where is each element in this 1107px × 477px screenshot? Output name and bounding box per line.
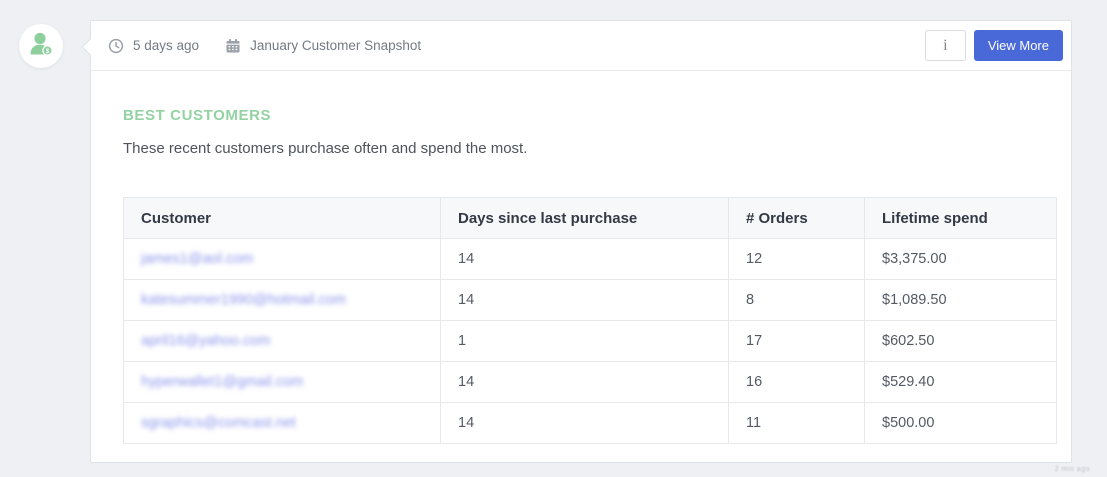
table-cell: 12 (728, 238, 865, 280)
table-cell: 14 (440, 279, 729, 321)
customer-email-link[interactable]: april16@yahoo.com (141, 333, 271, 349)
snapshot-title-group: January Customer Snapshot (225, 38, 421, 54)
table-cell: 11 (728, 402, 865, 444)
table-cell: 8 (728, 279, 865, 321)
customer-cell: hyperwallet1@gmail.com (123, 361, 441, 403)
table-row: hyperwallet1@gmail.com 14 16 $529.40 (123, 361, 1057, 403)
table-row: katesummer1990@hotmail.com 14 8 $1,089.50 (123, 279, 1057, 321)
column-header: Customer (123, 197, 441, 239)
calendar-icon (225, 38, 241, 54)
customer-cell: april16@yahoo.com (123, 320, 441, 362)
customer-email-link[interactable]: hyperwallet1@gmail.com (141, 374, 304, 390)
table-cell: 17 (728, 320, 865, 362)
table-row: sgraphics@comcast.net 14 11 $500.00 (123, 402, 1057, 444)
customer-email-link[interactable]: sgraphics@comcast.net (141, 415, 296, 431)
svg-text:$: $ (46, 48, 50, 55)
table-body: james1@aol.com 14 12 $3,375.00 katesummer199… (123, 238, 1057, 444)
card-header: 5 days ago January Customer S (91, 21, 1071, 71)
assistant-avatar: $ (19, 24, 63, 68)
section-heading: BEST CUSTOMERS (123, 107, 272, 124)
card-body: BEST CUSTOMERS These recent customers pu… (91, 71, 1071, 444)
column-header: # Orders (728, 197, 865, 239)
clock-icon (108, 38, 124, 54)
table-cell: 14 (440, 238, 729, 280)
view-more-button[interactable]: View More (973, 30, 1063, 61)
table-cell: 1 (440, 320, 729, 362)
customer-cell: sgraphics@comcast.net (123, 402, 441, 444)
timestamp: 5 days ago (108, 38, 199, 54)
table-cell: $602.50 (864, 320, 1057, 362)
snapshot-card: 5 days ago January Customer S (81, 20, 1072, 463)
customer-email-link[interactable]: james1@aol.com (141, 251, 254, 267)
table-cell: 14 (440, 361, 729, 403)
customer-email-link[interactable]: katesummer1990@hotmail.com (141, 292, 346, 308)
table-row: april16@yahoo.com 1 17 $602.50 (123, 320, 1057, 362)
customer-cell: james1@aol.com (123, 238, 441, 280)
section-subtitle: These recent customers purchase often an… (123, 140, 528, 157)
customer-person-icon: $ (26, 29, 56, 64)
snapshot-title: January Customer Snapshot (250, 38, 422, 53)
table-header-row: Customer Days since last purchase # Orders… (123, 197, 1057, 239)
timestamp-label: 5 days ago (133, 38, 200, 53)
table-cell: 14 (440, 402, 729, 444)
column-header: Lifetime spend (864, 197, 1057, 239)
corner-watermark: 2 min ago (1054, 466, 1090, 473)
column-header: Days since last purchase (440, 197, 729, 239)
customer-cell: katesummer1990@hotmail.com (123, 279, 441, 321)
table-cell: $500.00 (864, 402, 1057, 444)
best-customers-table: Customer Days since last purchase # Orders… (123, 197, 1057, 444)
table-cell: $3,375.00 (864, 238, 1057, 280)
table-cell: $1,089.50 (864, 279, 1057, 321)
table-cell: $529.40 (864, 361, 1057, 403)
table-row: james1@aol.com 14 12 $3,375.00 (123, 238, 1057, 280)
table-cell: 16 (728, 361, 865, 403)
info-button-label: i (943, 36, 948, 54)
info-button[interactable]: i (924, 30, 966, 61)
